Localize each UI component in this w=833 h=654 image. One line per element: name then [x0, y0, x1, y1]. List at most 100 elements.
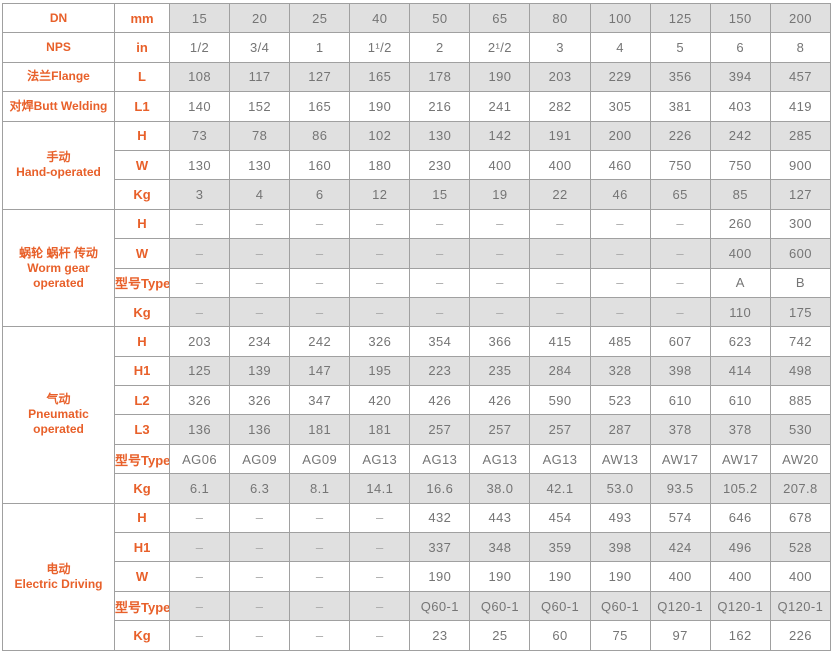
value-cell: 6.1	[168, 473, 231, 504]
group-label-pneumatic-operated: 气动 Pneumatic operated	[2, 326, 115, 504]
value-cell: 326	[168, 385, 231, 416]
param-cell: H1	[114, 355, 170, 387]
value-cell: 93.5	[649, 473, 711, 504]
value-cell: –	[168, 620, 231, 651]
value-cell: A	[709, 267, 771, 298]
value-cell: 354	[409, 326, 471, 357]
value-cell: –	[469, 208, 531, 240]
value-cell: 15	[168, 2, 231, 34]
value-cell: 8.1	[289, 473, 351, 504]
value-cell: 485	[589, 326, 651, 357]
group-label-electric-driving: 电动 Electric Driving	[2, 502, 115, 651]
value-cell: 152	[229, 91, 291, 122]
value-cell: 678	[769, 502, 832, 534]
value-cell: 900	[769, 149, 832, 181]
value-cell: Q60-1	[409, 590, 471, 622]
value-cell: 235	[469, 355, 531, 387]
value-cell: 195	[349, 355, 411, 387]
value-cell: –	[289, 590, 351, 622]
group-label-line: 法兰Flange	[27, 69, 90, 84]
group-label-flange: 法兰Flange	[2, 61, 115, 93]
value-cell: –	[409, 208, 471, 240]
value-cell: 160	[289, 149, 351, 181]
value-cell: 300	[769, 208, 832, 240]
value-cell: 60	[529, 620, 591, 651]
param-cell: H	[114, 208, 170, 240]
value-cell: –	[529, 267, 591, 298]
value-cell: –	[229, 238, 291, 269]
value-cell: –	[349, 532, 411, 563]
value-cell: –	[168, 502, 231, 534]
value-cell: –	[168, 590, 231, 622]
value-cell: 419	[769, 91, 832, 122]
value-cell: 4	[229, 179, 291, 210]
group-label-line: 手动	[46, 150, 71, 165]
param-cell: mm	[114, 2, 170, 34]
value-cell: 348	[469, 532, 531, 563]
value-cell: 38.0	[469, 473, 531, 504]
value-cell: –	[529, 238, 591, 269]
value-cell: 287	[589, 414, 651, 445]
value-cell: 398	[649, 355, 711, 387]
value-cell: AW13	[589, 443, 651, 475]
value-cell: 2	[409, 32, 471, 63]
group-label-butt-welding: 对焊Butt Welding	[2, 91, 115, 122]
table-row: 气动 Pneumatic operated H 203 234 242 326 354 366 41…	[2, 326, 832, 504]
value-cell: 40	[349, 2, 411, 34]
group-label-line: Hand-operated	[16, 165, 101, 180]
value-cell: 25	[289, 2, 351, 34]
value-cell: 190	[589, 561, 651, 592]
value-cell: 203	[529, 61, 591, 93]
group-label-line: Pneumatic	[28, 407, 89, 422]
value-cell: –	[409, 296, 471, 328]
value-cell: 181	[289, 414, 351, 445]
value-cell: 190	[529, 561, 591, 592]
value-cell: 78	[229, 120, 291, 151]
value-cell: –	[168, 238, 231, 269]
value-cell: 454	[529, 502, 591, 534]
value-cell: 610	[709, 385, 771, 416]
value-cell: 200	[589, 120, 651, 151]
param-cell: Kg	[114, 473, 170, 504]
value-cell: 165	[349, 61, 411, 93]
table-row: 电动 Electric Driving H – – – –432 443 454 493 574 64…	[2, 502, 832, 651]
value-cell: 415	[529, 326, 591, 357]
value-cell: 328	[589, 355, 651, 387]
value-cell: 15	[409, 179, 471, 210]
value-cell: 110	[709, 296, 771, 328]
value-cell: AW17	[649, 443, 711, 475]
table-row: L2 326 326 347 420 426 426 590 523 610 610 885	[3, 385, 832, 416]
value-cell: 381	[649, 91, 711, 122]
value-cell: 165	[289, 91, 351, 122]
value-cell: 610	[649, 385, 711, 416]
value-cell: 125	[168, 355, 231, 387]
group-label-line: 对焊Butt Welding	[9, 98, 108, 113]
group-label-hand-operated: 手动 Hand-operated	[2, 120, 115, 210]
value-cell: 284	[529, 355, 591, 387]
value-cell: 178	[409, 61, 471, 93]
value-cell: –	[649, 296, 711, 328]
table-row: H1 125 139 147 195 223 235 284 328 398 414 498	[3, 355, 832, 387]
value-cell: 3	[168, 179, 231, 210]
value-cell: 498	[769, 355, 832, 387]
value-cell: –	[469, 267, 531, 298]
value-cell: 190	[349, 91, 411, 122]
value-cell: –	[229, 267, 291, 298]
value-cell: 3/4	[229, 32, 291, 63]
value-cell: 191	[529, 120, 591, 151]
value-cell: 394	[709, 61, 771, 93]
value-cell: 742	[769, 326, 832, 357]
value-cell: 257	[469, 414, 531, 445]
value-cell: AG06	[168, 443, 231, 475]
value-cell: 457	[769, 61, 832, 93]
value-cell: –	[229, 561, 291, 592]
value-cell: 25	[469, 620, 531, 651]
value-cell: –	[409, 267, 471, 298]
value-cell: 6.3	[229, 473, 291, 504]
value-cell: –	[229, 502, 291, 534]
value-cell: 102	[349, 120, 411, 151]
value-cell: 16.6	[409, 473, 471, 504]
value-cell: 493	[589, 502, 651, 534]
